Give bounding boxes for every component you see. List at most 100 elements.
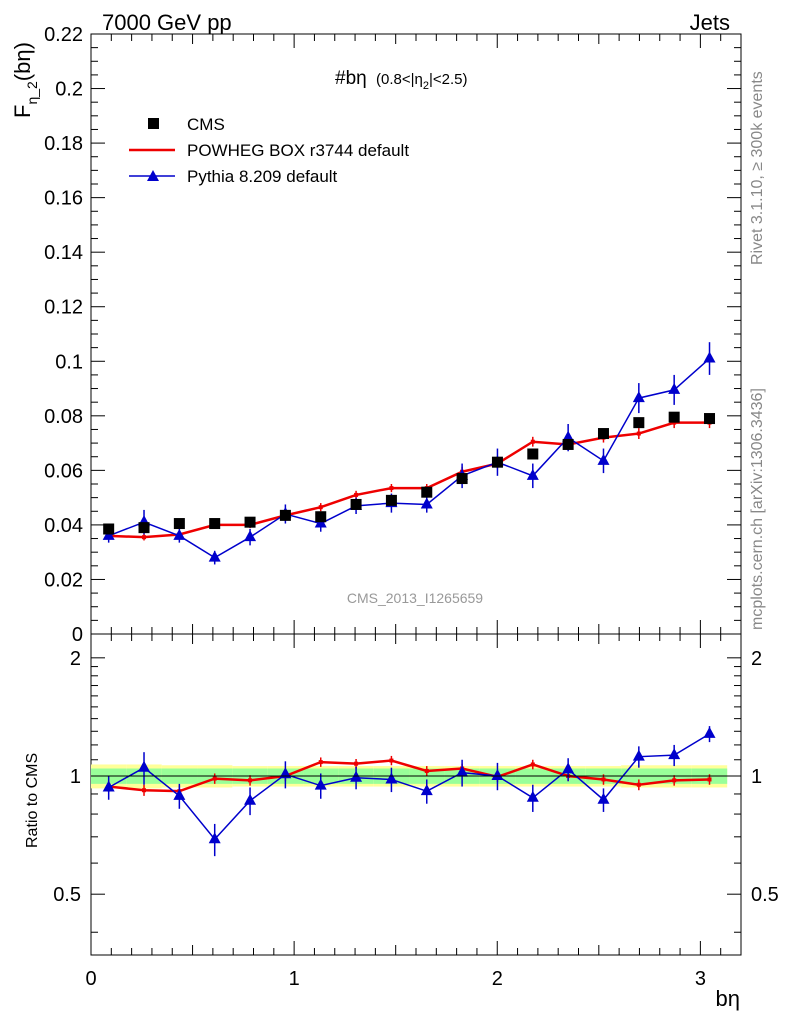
pythia-point <box>632 391 645 403</box>
main-axis-ticks: 0 0.02 0.04 0.06 0.08 0.1 0.12 0.14 0.16 0.18 0.2 0… <box>44 24 741 646</box>
pythia-ratio-point <box>314 778 327 790</box>
ratio-y-tick-label-right: 0.5 <box>751 884 779 906</box>
powheg-ratio-point <box>212 776 217 781</box>
pythia-ratio-line <box>108 733 710 841</box>
pythia-point <box>526 468 539 480</box>
ratio-y-tick-label-left: 1 <box>70 766 81 788</box>
pythia-ratio-point <box>420 784 433 796</box>
cms-point <box>279 509 291 521</box>
legend: CMS POWHEG BOX r3744 default Pythia 8.20… <box>129 115 409 186</box>
ratio-y-tick-label-left: 2 <box>70 648 81 670</box>
ratio-series-group <box>102 726 716 857</box>
powheg-point <box>636 431 641 436</box>
pythia-ratio-point <box>703 726 716 738</box>
pythia-point <box>703 351 716 363</box>
cms-point <box>244 516 256 528</box>
cms-point <box>491 456 503 468</box>
legend-marker-cms <box>148 118 159 129</box>
ratio-y-tick-label-left: 0.5 <box>53 884 81 906</box>
legend-label-cms: CMS <box>187 115 225 134</box>
pythia-point <box>597 453 610 465</box>
powheg-ratio-line <box>108 759 710 793</box>
pythia-point <box>562 430 575 442</box>
pythia-ratio-point <box>173 788 186 800</box>
main-y-tick-label: 0 <box>72 624 83 646</box>
pythia-point <box>208 550 221 562</box>
pythia-ratio-point <box>102 780 115 792</box>
y-axis-label-main: Fη_2(bη) <box>10 42 40 118</box>
cms-point <box>562 438 574 450</box>
powheg-point <box>530 439 535 444</box>
legend-label-powheg: POWHEG BOX r3744 default <box>187 141 409 160</box>
pythia-line <box>108 357 711 559</box>
main-y-tick-label: 0.1 <box>55 351 83 373</box>
powheg-ratio-point <box>142 788 147 793</box>
legend-marker-pythia <box>147 170 159 181</box>
header-category-label: Jets <box>690 10 730 35</box>
powheg-ratio-point <box>354 761 359 766</box>
powheg-ratio-point <box>636 782 641 787</box>
pythia-point <box>173 528 186 540</box>
main-y-tick-label: 0.22 <box>44 24 83 46</box>
legend-label-pythia: Pythia 8.209 default <box>187 167 338 186</box>
ratio-y-tick-label-right: 1 <box>751 766 762 788</box>
cms-point <box>633 417 645 429</box>
powheg-ratio-point <box>318 760 323 765</box>
powheg-ratio-point <box>530 762 535 767</box>
x-tick-label: 3 <box>695 968 706 990</box>
cms-point <box>421 486 433 498</box>
pythia-ratio-point <box>244 793 257 805</box>
pythia-ratio-point <box>491 769 504 781</box>
powheg-ratio-point <box>707 777 712 782</box>
cms-point <box>173 518 185 530</box>
pythia-ratio-point <box>385 772 398 784</box>
analysis-watermark: CMS_2013_I1265659 <box>347 590 483 606</box>
chart-title: #bη (0.8<|η2|<2.5) <box>335 68 467 92</box>
x-axis-ticks: 0 1 2 3 <box>85 34 722 990</box>
pythia-ratio-point <box>208 832 221 844</box>
powheg-point <box>389 486 394 491</box>
x-tick-label: 2 <box>492 968 503 990</box>
x-tick-label: 0 <box>85 968 96 990</box>
main-series-group <box>102 342 716 565</box>
pythia-ratio-point <box>456 765 469 777</box>
powheg-ratio-point <box>389 758 394 763</box>
x-axis-label: bη <box>716 986 740 1011</box>
cms-point <box>597 428 609 440</box>
main-y-tick-label: 0.08 <box>44 406 83 428</box>
powheg-line <box>108 421 710 539</box>
x-tick-label: 1 <box>289 968 300 990</box>
pythia-point <box>668 382 681 394</box>
side-label-rivet: Rivet 3.1.10, ≥ 300k events <box>749 71 766 265</box>
cms-point <box>527 448 539 460</box>
pythia-point <box>420 497 433 509</box>
cms-point <box>456 473 468 485</box>
main-y-tick-label: 0.16 <box>44 188 83 210</box>
main-y-tick-label: 0.02 <box>44 569 83 591</box>
side-label-mcplots: mcplots.cern.ch [arXiv:1306.3436] <box>749 388 766 630</box>
main-y-tick-label: 0.2 <box>55 79 83 101</box>
powheg-ratio-point <box>601 777 606 782</box>
pythia-point <box>244 530 257 542</box>
powheg-point <box>354 492 359 497</box>
pythia-ratio-point <box>138 760 151 772</box>
cms-point <box>385 494 397 506</box>
cms-point <box>668 411 680 423</box>
powheg-ratio-point <box>672 778 677 783</box>
pythia-ratio-point <box>597 792 610 804</box>
cms-point <box>350 498 362 510</box>
main-y-tick-label: 0.12 <box>44 297 83 319</box>
ratio-axis-ticks: 0.5 0.5 1 1 2 2 <box>53 648 779 933</box>
powheg-point <box>318 505 323 510</box>
ratio-y-tick-label-right: 2 <box>751 648 762 670</box>
main-y-tick-label: 0.14 <box>44 242 83 264</box>
y-axis-label-ratio: Ratio to CMS <box>24 753 41 848</box>
pythia-ratio-point <box>632 749 645 761</box>
main-y-tick-label: 0.18 <box>44 133 83 155</box>
pythia-ratio-point <box>668 748 681 760</box>
powheg-ratio-point <box>248 778 253 783</box>
pythia-ratio-point <box>562 762 575 774</box>
main-y-tick-label: 0.04 <box>44 515 83 537</box>
header-process-label: 7000 GeV pp <box>102 10 232 35</box>
